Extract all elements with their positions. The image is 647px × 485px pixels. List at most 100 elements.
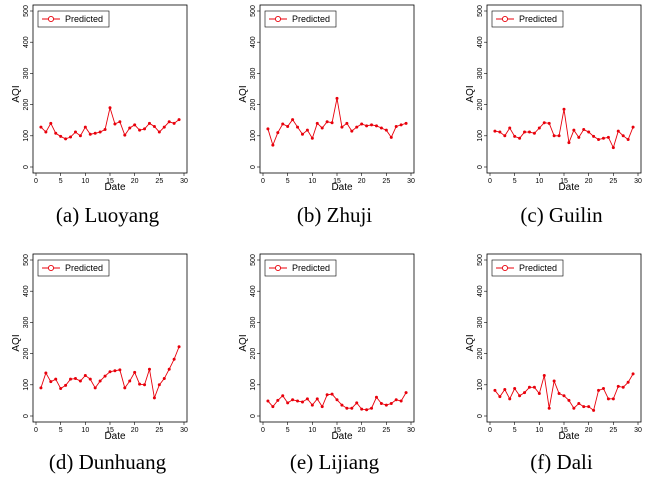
data-point [286,124,290,128]
data-point [527,130,531,134]
data-point [518,394,522,398]
data-point [552,134,556,138]
series-line [40,105,180,140]
y-axis-label: AQI [238,334,249,351]
data-point [123,133,127,137]
data-point [384,403,388,407]
x-tick-label: 10 [308,427,316,434]
data-point [128,379,132,383]
x-tick-label: 25 [155,178,163,185]
data-point [340,125,344,129]
chart-svg: 0 5 10 15 20 25 300100200300400500DateAQIPredi… [465,4,642,193]
data-point [103,374,107,378]
y-tick-label: 400 [477,36,484,48]
data-point [325,120,329,124]
data-point [103,128,107,132]
x-tick-label: 15 [560,178,568,185]
y-tick-label: 300 [477,316,484,328]
data-point [162,125,166,129]
data-point [374,124,378,128]
data-point [98,379,102,383]
plot-frame [259,4,415,174]
data-point [315,397,319,401]
panel-caption: (d) Dunhuang [48,450,167,474]
data-point [592,134,596,138]
data-point [138,128,142,132]
x-axis-label: Date [558,431,580,442]
data-point [547,406,551,410]
data-point [276,398,280,402]
x-tick-label: 0 [261,427,265,434]
x-tick-label: 15 [106,427,114,434]
data-point [59,387,63,391]
data-point [493,129,497,133]
y-axis-label: AQI [11,85,22,102]
data-point [597,138,601,142]
legend-marker [47,264,55,272]
data-point [167,120,171,124]
panel-caption: (e) Lijiang [289,450,380,474]
y-tick-label: 400 [477,285,484,297]
x-tick-label: 0 [488,178,492,185]
legend-marker [274,264,282,272]
data-point [587,130,591,134]
chart-panel: 0 5 10 15 20 25 30 0 100 200 300 400 500 Date AQI Predi… [227,0,442,195]
y-tick-label: 200 [23,348,30,360]
y-tick-label: 200 [23,99,30,111]
chart-panel: 0 5 10 15 20 25 30 0 100 200 300 400 500 Date AQI Predi… [454,0,647,195]
legend-label: Predicted [519,263,557,273]
data-point [69,377,73,381]
data-point [172,121,176,125]
data-point [542,373,546,377]
data-point [300,132,304,136]
y-tick-label: 300 [23,67,30,79]
legend-marker [501,264,509,272]
y-tick-label: 0 [23,165,30,169]
legend-label: Predicted [519,14,557,24]
data-point [266,127,270,131]
data-point [394,398,398,402]
data-point [552,379,556,383]
y-tick-label: 200 [477,348,484,360]
data-point [49,380,53,384]
y-tick-label: 400 [250,36,257,48]
data-point [370,406,374,410]
data-point [537,126,541,130]
legend-marker [274,15,282,23]
data-point [498,395,502,399]
y-tick-label: 500 [250,254,257,266]
panel-caption: (c) Guilin [520,203,603,227]
data-point [537,392,541,396]
series-line [494,109,634,149]
data-point [503,387,507,391]
data-point [587,405,591,409]
x-tick-label: 20 [131,427,139,434]
data-point [621,385,625,389]
legend-label: Predicted [292,263,330,273]
data-point [177,118,181,122]
data-point [404,121,408,125]
chart-panel: 0 5 10 15 20 25 30 0 100 200 300 400 500 Date AQI Predi… [454,249,647,444]
y-tick-label: 100 [250,130,257,142]
data-point [360,407,364,411]
x-tick-label: 0 [261,178,265,185]
data-point [532,131,536,135]
data-point [108,370,112,374]
x-axis-label: Date [558,182,580,193]
data-point [557,134,561,138]
data-point [601,136,605,140]
data-point [355,401,359,405]
data-point [157,383,161,387]
data-point [567,141,571,145]
x-tick-label: 15 [333,427,341,434]
y-tick-label: 500 [23,254,30,266]
data-point [291,118,295,122]
chart-panel: 0 5 10 15 20 25 30 0 100 200 300 400 500 Date AQI Predi… [0,249,215,444]
data-point [355,125,359,129]
data-point [73,130,77,134]
data-point [577,135,581,139]
x-tick-label: 0 [34,178,38,185]
data-point [350,129,354,133]
legend-marker [501,15,509,23]
data-point [562,107,566,111]
